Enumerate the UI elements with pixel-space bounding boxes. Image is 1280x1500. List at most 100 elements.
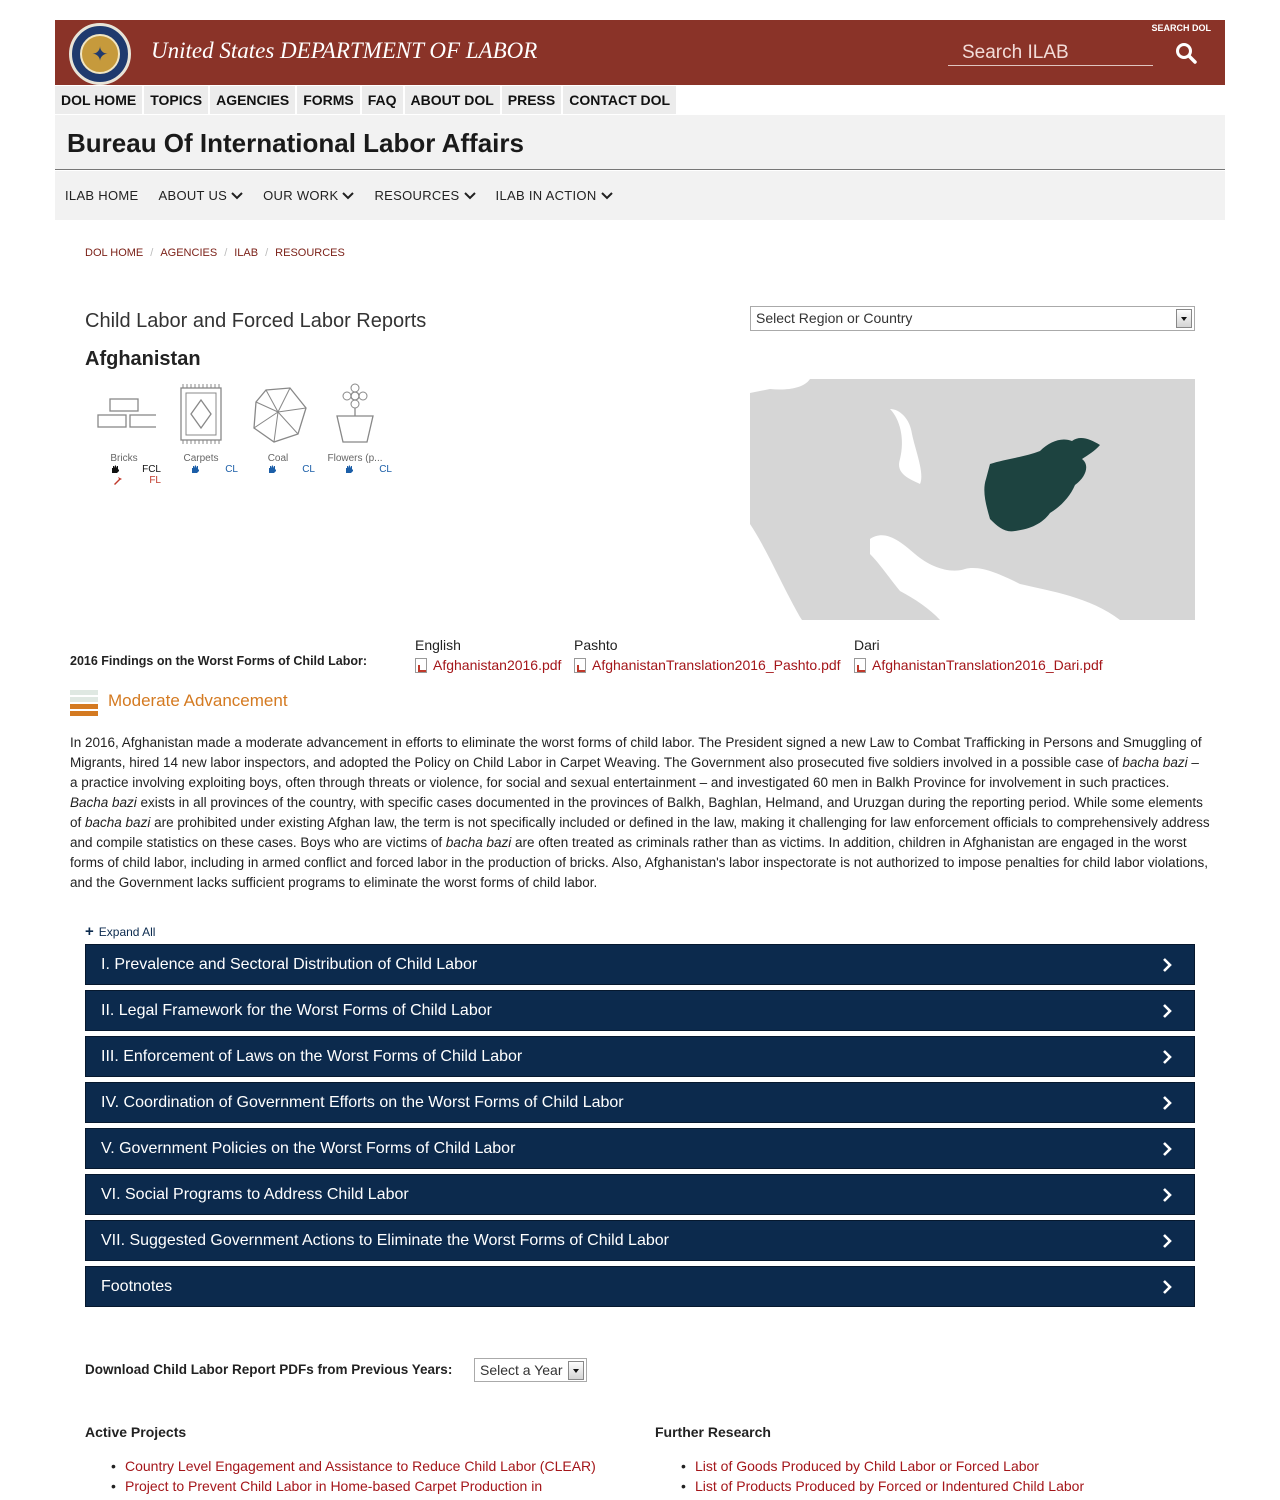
region-select-value: Select Region or Country xyxy=(756,310,913,326)
accordion-section-title: VII. Suggested Government Actions to Eli… xyxy=(101,1232,669,1249)
breadcrumb-resources[interactable]: RESOURCES xyxy=(275,247,345,259)
breadcrumb-ilab[interactable]: ILAB xyxy=(234,247,259,259)
research-link[interactable]: List of Goods Produced by Child Labor or… xyxy=(695,1458,1039,1474)
accordion-section[interactable]: III. Enforcement of Laws on the Worst Fo… xyxy=(85,1036,1195,1077)
good-name: Flowers (p... xyxy=(327,453,383,464)
chevron-right-icon xyxy=(1163,1096,1172,1110)
tag-code: FL xyxy=(149,475,161,486)
chevron-down-icon xyxy=(342,191,355,199)
accordion-section[interactable]: II. Legal Framework for the Worst Forms … xyxy=(85,990,1195,1031)
agency-title[interactable]: United States DEPARTMENT OF LABOR xyxy=(151,38,538,63)
breadcrumb: DOL HOME / AGENCIES / ILAB / RESOURCES xyxy=(85,247,345,259)
expand-all-label: Expand All xyxy=(98,924,156,939)
nav-contact-dol[interactable]: CONTACT DOL xyxy=(563,86,679,114)
summary-text: are often treated as criminals rather th… xyxy=(70,835,1208,890)
subnav-ilab-home[interactable]: ILAB HOME xyxy=(65,188,139,203)
nav-forms[interactable]: FORMS xyxy=(297,86,362,114)
accordion-section[interactable]: VII. Suggested Government Actions to Eli… xyxy=(85,1220,1195,1261)
afghanistan-map-icon xyxy=(750,379,1195,620)
subnav-label: ILAB HOME xyxy=(65,188,139,203)
dropdown-arrow-icon xyxy=(1176,309,1192,328)
country-summary: In 2016, Afghanistan made a moderate adv… xyxy=(70,733,1210,893)
nav-about-dol[interactable]: ABOUT DOL xyxy=(404,86,502,114)
advancement-level-icon xyxy=(70,690,98,716)
subnav-ilab-in-action[interactable]: ILAB IN ACTION xyxy=(496,188,613,203)
project-link[interactable]: Country Level Engagement and Assistance … xyxy=(125,1458,596,1474)
project-link[interactable]: Project to Prevent Child Labor in Home-b… xyxy=(125,1478,543,1494)
good-item-flowers[interactable]: Flowers (p... CL xyxy=(318,382,392,475)
accordion-section[interactable]: IV. Coordination of Government Efforts o… xyxy=(85,1082,1195,1123)
pdf-filename: Afghanistan2016.pdf xyxy=(433,657,562,673)
accordion-section-title: IV. Coordination of Government Efforts o… xyxy=(101,1094,624,1111)
research-link[interactable]: List of Products Produced by Forced or I… xyxy=(695,1478,1085,1494)
tag-code: CL xyxy=(225,464,238,475)
nav-agencies[interactable]: AGENCIES xyxy=(210,86,298,114)
nav-faq[interactable]: FAQ xyxy=(361,86,405,114)
tag-code: CL xyxy=(379,464,392,475)
dropdown-arrow-icon xyxy=(568,1361,584,1380)
nav-press[interactable]: PRESS xyxy=(501,86,564,114)
tag-code: CL xyxy=(302,464,315,475)
subnav-label: OUR WORK xyxy=(263,188,339,203)
accordion-section[interactable]: Footnotes xyxy=(85,1266,1195,1307)
pdf-icon xyxy=(574,657,586,673)
tag-child-labor[interactable]: CL xyxy=(241,464,315,475)
previous-years-label: Download Child Labor Report PDFs from Pr… xyxy=(85,1362,453,1377)
tool-icon xyxy=(114,477,123,485)
summary-text: are prohibited under existing Afghan law… xyxy=(70,815,1210,850)
good-name: Coal xyxy=(267,453,289,464)
nav-topics[interactable]: TOPICS xyxy=(144,86,211,114)
tag-forced-child-labor[interactable]: FCL xyxy=(87,464,161,475)
tag-child-labor[interactable]: CL xyxy=(318,464,392,475)
subnav-label: ABOUT US xyxy=(158,188,228,203)
active-projects-heading: Active Projects xyxy=(85,1424,187,1440)
coal-icon xyxy=(253,387,307,443)
expand-all-button[interactable]: + Expand All xyxy=(85,923,155,940)
hand-icon xyxy=(345,465,353,473)
subnav-label: ILAB IN ACTION xyxy=(495,188,597,203)
accordion-section-title: I. Prevalence and Sectoral Distribution … xyxy=(101,956,478,973)
good-item-bricks[interactable]: Bricks FCL FL xyxy=(87,382,161,486)
dol-top-nav: DOL HOME TOPICS AGENCIES FORMS FAQ ABOUT… xyxy=(55,86,679,114)
chevron-down-icon xyxy=(231,191,243,199)
good-name: Bricks xyxy=(110,453,138,464)
region-country-select[interactable]: Select Region or Country xyxy=(750,306,1195,331)
accordion-section[interactable]: VI. Social Programs to Address Child Lab… xyxy=(85,1174,1195,1215)
pdf-link-dari[interactable]: AfghanistanTranslation2016_Dari.pdf xyxy=(854,657,1103,673)
subnav-about-us[interactable]: ABOUT US xyxy=(159,188,244,203)
tag-forced-labor[interactable]: FL xyxy=(87,475,161,486)
good-item-coal[interactable]: Coal CL xyxy=(241,382,315,475)
accordion-section[interactable]: I. Prevalence and Sectoral Distribution … xyxy=(85,944,1195,985)
subnav-resources[interactable]: RESOURCES xyxy=(374,188,476,203)
nav-dol-home[interactable]: DOL HOME xyxy=(55,86,145,114)
further-research-list: List of Goods Produced by Child Labor or… xyxy=(678,1456,1084,1496)
good-item-carpets[interactable]: Carpets CL xyxy=(164,382,238,475)
breadcrumb-separator: / xyxy=(150,247,154,259)
pdf-filename: AfghanistanTranslation2016_Dari.pdf xyxy=(872,657,1103,673)
year-select[interactable]: Select a Year xyxy=(474,1358,587,1382)
pdf-link-english[interactable]: Afghanistan2016.pdf xyxy=(415,657,561,673)
dol-seal-logo[interactable]: ✦ xyxy=(69,23,131,85)
tag-child-labor[interactable]: CL xyxy=(164,464,238,475)
breadcrumb-dol-home[interactable]: DOL HOME xyxy=(85,247,144,259)
accordion-section-title: III. Enforcement of Laws on the Worst Fo… xyxy=(101,1048,523,1065)
summary-term: bacha bazi xyxy=(85,815,151,830)
subnav-our-work[interactable]: OUR WORK xyxy=(263,188,355,203)
summary-term: bacha bazi xyxy=(445,835,512,850)
bureau-banner: Bureau Of International Labor Affairs xyxy=(55,115,1225,170)
accordion-section-title: II. Legal Framework for the Worst Forms … xyxy=(101,1002,492,1019)
ilab-sub-nav: ILAB HOME ABOUT US OUR WORK RESOURCES IL… xyxy=(55,171,1225,220)
country-map[interactable] xyxy=(750,379,1195,620)
search-icon[interactable] xyxy=(1174,41,1198,65)
language-name: Dari xyxy=(854,637,880,653)
bricks-icon xyxy=(97,398,156,428)
search-input[interactable] xyxy=(948,40,1153,66)
hand-icon xyxy=(268,465,276,473)
accordion-section[interactable]: V. Government Policies on the Worst Form… xyxy=(85,1128,1195,1169)
breadcrumb-separator: / xyxy=(265,247,269,259)
findings-pashto: Pashto AfghanistanTranslation2016_Pashto… xyxy=(574,637,841,673)
breadcrumb-agencies[interactable]: AGENCIES xyxy=(160,247,218,259)
pdf-link-pashto[interactable]: AfghanistanTranslation2016_Pashto.pdf xyxy=(574,657,841,673)
summary-term: Bacha bazi xyxy=(70,795,137,810)
bureau-title[interactable]: Bureau Of International Labor Affairs xyxy=(67,128,524,158)
